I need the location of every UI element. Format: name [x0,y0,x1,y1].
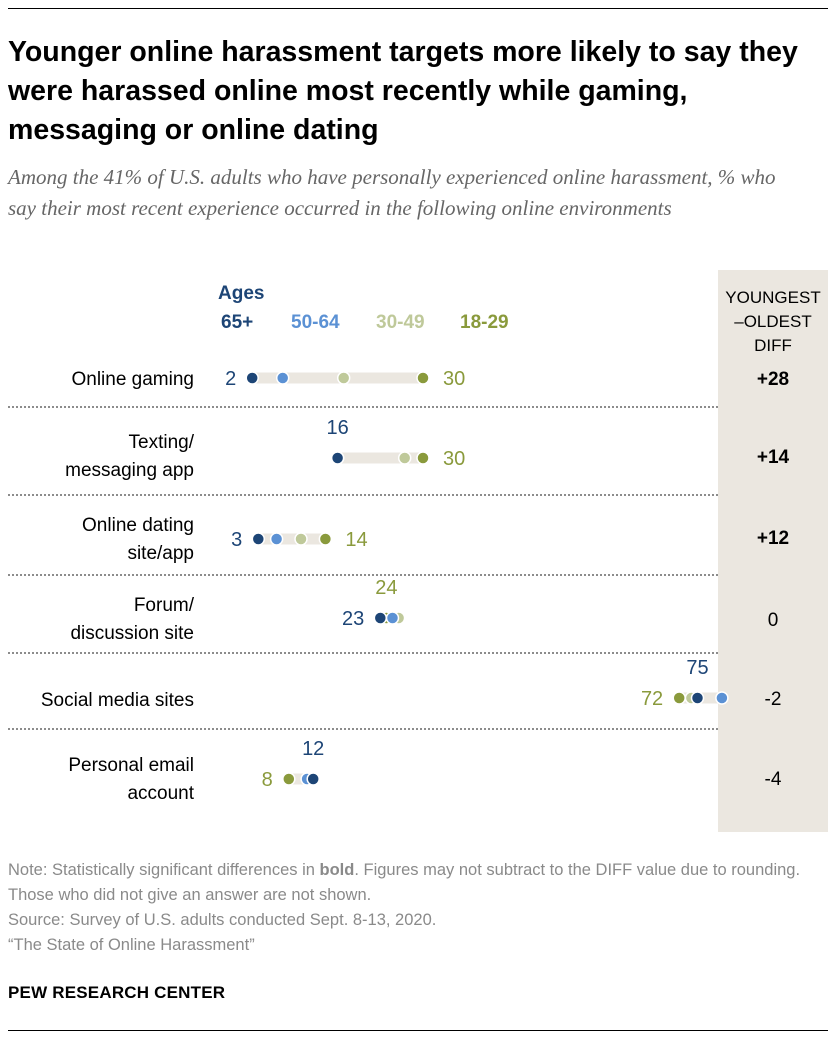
data-point-50-64 [385,611,400,625]
data-point-65plus [373,611,388,625]
value-label: 3 [231,529,242,551]
note-line: Note: Statistically significant differen… [8,858,828,908]
value-label: 24 [375,577,397,599]
top-rule [8,8,828,9]
range-bar [258,533,326,545]
note-prefix: Note: Statistically significant differen… [8,861,320,879]
note-rest: . Figures may not subtract to the DIFF v… [8,861,801,904]
diff-column-header: YOUNGEST –OLDEST DIFF [718,286,828,358]
data-point-18-29 [672,691,686,705]
diff-column-background [718,270,828,832]
row-separator [8,574,718,576]
data-point-18-29 [416,371,430,385]
row-label-line: Online gaming [71,369,194,390]
data-point-18-29 [416,451,430,465]
row-label-line: site/app [127,543,194,564]
diff-value: 0 [767,610,779,631]
row-label-online-gaming: Online gaming [71,366,194,394]
row-label-social-media: Social media sites [41,687,194,715]
diff-header-line: YOUNGEST [725,288,821,307]
value-label: 30 [443,368,465,390]
value-label: 8 [262,769,273,791]
legend-item-65plus: 65+ [221,312,254,333]
row-label-line: Social media sites [40,690,194,711]
diff-value: +28 [756,369,790,390]
row-label-line: Personal email [68,755,194,776]
legend-item-50-64: 50-64 [291,312,340,333]
value-label: 30 [443,448,465,470]
note-bold-word: bold [319,861,355,879]
bottom-rule [8,1030,828,1031]
chart-title: Younger online harassment targets more l… [8,36,798,146]
row-label-forum: Forum/ discussion site [70,592,194,648]
row-separator [8,494,718,496]
value-label: 16 [326,417,348,439]
diff-value: -4 [764,769,782,790]
data-point-50-64 [715,691,729,705]
data-point-18-29 [282,772,296,786]
row-label-line: Forum/ [133,595,194,616]
row-separator [8,652,718,654]
diff-header-line: –OLDEST [734,312,812,331]
row-label-email: Personal email account [68,752,194,808]
report-line: “The State of Online Harassment” [8,936,255,954]
source-line: Source: Survey of U.S. adults conducted … [8,911,437,929]
data-point-50-64 [269,532,284,546]
data-point-30-49 [336,371,351,385]
value-label: 2 [225,368,236,390]
data-point-65plus [306,772,320,786]
diff-value: +14 [756,447,790,468]
data-point-30-49 [294,532,308,546]
row-label-line: account [127,783,194,804]
row-separator [8,406,718,408]
value-label: 72 [641,688,663,710]
legend-item-18-29: 18-29 [460,312,509,333]
data-point-65plus [251,532,266,546]
row-label-line: Texting/ [128,432,194,453]
pew-logo: PEW RESEARCH CENTER [8,983,226,1002]
row-label-online-dating: Online dating site/app [82,512,194,568]
value-label: 14 [345,529,367,551]
value-label: 75 [686,657,708,679]
value-label: 23 [342,608,364,630]
row-label-line: messaging app [65,460,194,481]
diff-value: -2 [764,689,782,710]
row-label-line: Online dating [82,515,194,536]
data-point-65plus [690,691,705,705]
diff-header-line: DIFF [754,336,792,355]
range-bar [337,452,423,464]
data-point-65plus [245,371,259,385]
chart-notes: Note: Statistically significant differen… [8,858,828,958]
row-separator [8,728,718,730]
legend-item-30-49: 30-49 [376,312,425,333]
data-point-18-29 [318,532,333,546]
value-label: 12 [302,738,324,760]
chart-subtitle: Among the 41% of U.S. adults who have pe… [8,165,776,220]
row-label-texting: Texting/ messaging app [65,429,194,485]
row-label-line: discussion site [70,623,194,644]
legend-ages-label: Ages [218,283,265,304]
data-point-65plus [330,451,345,465]
data-point-30-49 [397,451,412,465]
data-point-50-64 [275,371,290,385]
diff-value: +12 [756,528,790,549]
